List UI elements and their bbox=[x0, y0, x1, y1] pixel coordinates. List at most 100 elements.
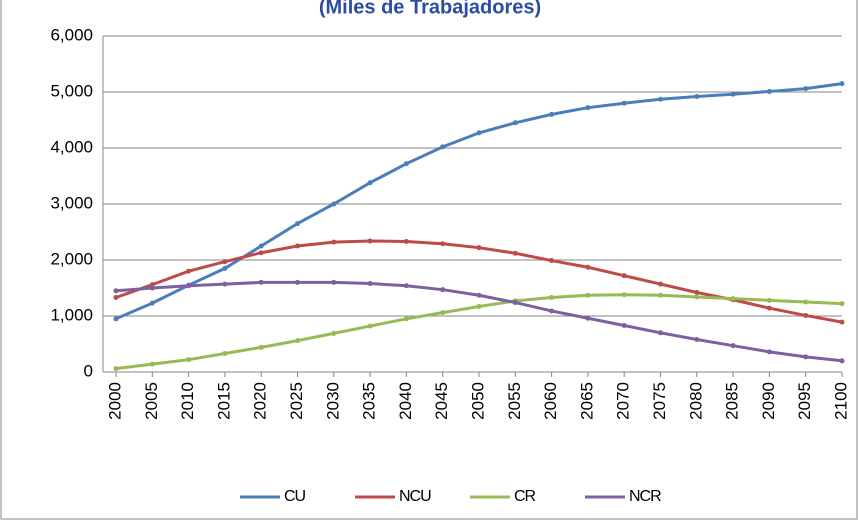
x-tick-label: 2085 bbox=[723, 382, 742, 420]
point-marker bbox=[440, 241, 446, 247]
point-marker bbox=[476, 292, 482, 298]
point-marker bbox=[694, 93, 700, 99]
point-marker bbox=[585, 105, 591, 111]
point-marker bbox=[621, 100, 627, 106]
point-marker bbox=[839, 358, 845, 364]
point-marker bbox=[585, 292, 591, 298]
point-marker bbox=[694, 337, 700, 343]
y-tick-label: 0 bbox=[84, 361, 93, 380]
point-marker bbox=[766, 349, 772, 355]
point-marker bbox=[585, 315, 591, 321]
x-tick-label: 2045 bbox=[432, 382, 451, 420]
point-marker bbox=[403, 239, 409, 245]
x-tick-label: 2095 bbox=[795, 382, 814, 420]
point-marker bbox=[295, 279, 300, 285]
y-tick-label: 2,000 bbox=[50, 249, 93, 268]
point-marker bbox=[149, 361, 155, 367]
legend-label: CR bbox=[514, 488, 536, 505]
point-marker bbox=[331, 279, 337, 285]
x-tick-label: 2010 bbox=[178, 382, 197, 420]
point-marker bbox=[222, 281, 228, 287]
point-marker bbox=[549, 295, 555, 301]
point-marker bbox=[367, 281, 373, 287]
point-marker bbox=[766, 297, 772, 303]
point-marker bbox=[694, 289, 700, 295]
x-tick-label: 2040 bbox=[396, 382, 415, 420]
x-tick-label: 2000 bbox=[105, 382, 124, 420]
point-marker bbox=[803, 354, 809, 360]
point-marker bbox=[839, 301, 845, 307]
point-marker bbox=[113, 366, 119, 372]
point-marker bbox=[803, 299, 809, 305]
point-marker bbox=[149, 300, 155, 306]
x-tick-label: 2035 bbox=[360, 382, 379, 420]
x-tick-label: 2015 bbox=[214, 382, 233, 420]
point-marker bbox=[367, 323, 373, 329]
point-marker bbox=[730, 343, 736, 349]
x-tick-label: 2065 bbox=[577, 382, 596, 420]
x-tick-label: 2030 bbox=[323, 382, 342, 420]
point-marker bbox=[186, 357, 192, 363]
point-marker bbox=[839, 81, 845, 87]
y-tick-label: 5,000 bbox=[50, 81, 93, 100]
x-tick-label: 2055 bbox=[505, 382, 524, 420]
point-marker bbox=[658, 292, 663, 298]
point-marker bbox=[258, 243, 264, 249]
point-marker bbox=[149, 285, 155, 291]
point-marker bbox=[658, 96, 663, 102]
point-marker bbox=[113, 316, 119, 322]
point-marker bbox=[512, 120, 518, 126]
point-marker bbox=[621, 323, 627, 329]
point-marker bbox=[440, 144, 446, 150]
point-marker bbox=[186, 283, 192, 289]
point-marker bbox=[512, 300, 518, 306]
point-marker bbox=[658, 281, 663, 287]
point-marker bbox=[549, 308, 555, 314]
x-tick-label: 2020 bbox=[251, 382, 270, 420]
point-marker bbox=[476, 303, 482, 309]
x-tick-label: 2090 bbox=[759, 382, 778, 420]
chart-title: (Miles de Trabajadores) bbox=[319, 0, 541, 18]
point-marker bbox=[258, 279, 264, 285]
point-marker bbox=[186, 268, 192, 274]
y-tick-label: 3,000 bbox=[50, 193, 93, 212]
point-marker bbox=[295, 221, 300, 227]
point-marker bbox=[403, 316, 409, 322]
point-marker bbox=[403, 161, 409, 167]
point-marker bbox=[476, 245, 482, 251]
point-marker bbox=[295, 338, 300, 344]
point-marker bbox=[258, 250, 264, 256]
x-tick-label: 2100 bbox=[831, 382, 850, 420]
point-marker bbox=[730, 296, 736, 302]
point-marker bbox=[331, 330, 337, 336]
legend-label: NCU bbox=[399, 488, 431, 505]
point-marker bbox=[367, 180, 373, 186]
point-marker bbox=[621, 292, 627, 298]
x-tick-label: 2005 bbox=[142, 382, 161, 420]
x-tick-label: 2075 bbox=[650, 382, 669, 420]
point-marker bbox=[295, 243, 300, 249]
x-tick-label: 2025 bbox=[287, 382, 306, 420]
point-marker bbox=[512, 250, 518, 256]
point-marker bbox=[331, 239, 337, 245]
y-tick-label: 6,000 bbox=[50, 25, 93, 44]
point-marker bbox=[403, 283, 409, 289]
point-marker bbox=[766, 305, 772, 311]
point-marker bbox=[222, 259, 228, 265]
point-marker bbox=[113, 288, 119, 294]
y-tick-label: 1,000 bbox=[50, 305, 93, 324]
y-tick-label: 4,000 bbox=[50, 137, 93, 156]
point-marker bbox=[730, 91, 736, 97]
point-marker bbox=[440, 287, 446, 293]
legend-label: NCR bbox=[629, 488, 661, 505]
point-marker bbox=[803, 312, 809, 318]
point-marker bbox=[658, 330, 663, 336]
point-marker bbox=[549, 111, 555, 117]
point-marker bbox=[803, 86, 809, 92]
x-tick-label: 2070 bbox=[614, 382, 633, 420]
point-marker bbox=[222, 265, 228, 271]
point-marker bbox=[222, 351, 228, 357]
point-marker bbox=[331, 201, 337, 207]
legend-label: CU bbox=[284, 488, 306, 505]
